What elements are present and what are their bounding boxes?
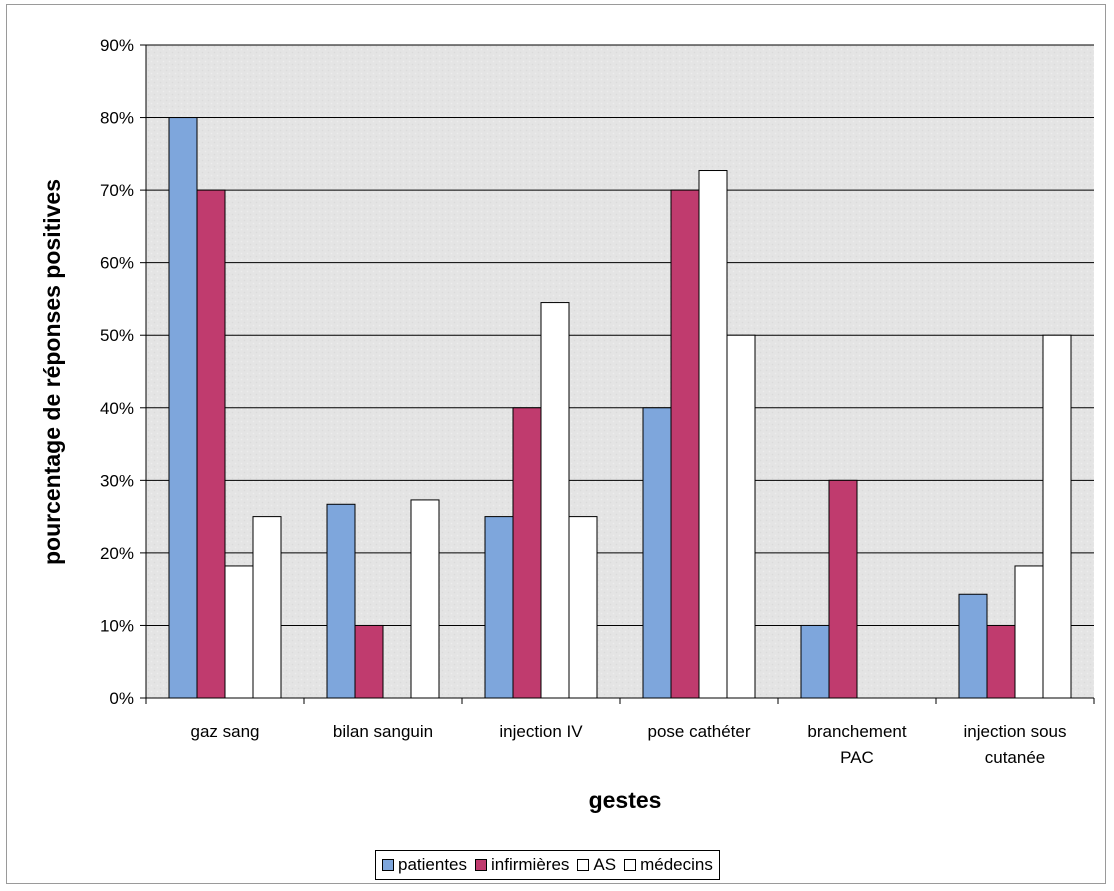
legend-label: infirmières	[491, 855, 570, 874]
bar-infirmires-6	[986, 624, 1016, 699]
y-tick-label: 60%	[100, 254, 134, 273]
x-tick-labels: gaz sang bilan sanguin injection IV pose ca…	[191, 722, 1067, 767]
bar-infirmires-2	[354, 624, 384, 699]
bar-as-1	[224, 565, 254, 699]
legend-item-infirmires: infirmières	[475, 855, 569, 875]
legend-swatch	[475, 859, 487, 871]
y-tick-labels: 0% 10% 20% 30% 40% 50% 60% 70% 80% 90%	[100, 36, 134, 708]
y-tick-label: 80%	[100, 109, 134, 128]
bar-mdecins-2	[410, 499, 440, 699]
plot-area	[146, 45, 1094, 698]
y-tick-label: 0%	[109, 689, 134, 708]
bar-mdecins-1	[252, 516, 282, 699]
bar-mdecins-3	[568, 516, 598, 699]
axes	[145, 45, 1095, 704]
bar-mdecins-6	[1042, 334, 1072, 699]
y-tick-label: 70%	[100, 181, 134, 200]
bar-infirmires-3	[512, 407, 542, 699]
x-tick-label: gaz sang	[191, 722, 260, 741]
y-axis-title: pourcentage de réponses positives	[39, 179, 65, 565]
bars	[168, 117, 1072, 699]
bar-infirmires-1	[196, 189, 226, 699]
bar-infirmires-5	[828, 479, 858, 699]
x-tick-label: injection sous	[963, 722, 1066, 741]
bar-as-3	[540, 302, 570, 699]
legend-item-patientes: patientes	[382, 855, 467, 875]
legend-swatch	[624, 859, 637, 871]
legend: patientes infirmières AS médecins	[375, 850, 720, 880]
bar-patientes-2	[326, 503, 356, 699]
y-tick-label: 20%	[100, 544, 134, 563]
x-tick-label: branchement	[807, 722, 907, 741]
y-tick-label: 10%	[100, 616, 134, 635]
y-tick-label: 30%	[100, 471, 134, 490]
legend-item-as: AS	[577, 855, 616, 875]
legend-swatch	[577, 859, 590, 871]
x-tick-label: injection IV	[499, 722, 583, 741]
bar-patientes-1	[168, 117, 198, 699]
legend-label: patientes	[398, 855, 467, 874]
x-axis-title: gestes	[589, 787, 662, 813]
x-tick-label: bilan sanguin	[333, 722, 433, 741]
y-tick-label: 40%	[100, 399, 134, 418]
y-tick-label: 90%	[100, 36, 134, 55]
bar-patientes-5	[800, 624, 830, 699]
legend-item-mdecins: médecins	[624, 855, 713, 875]
x-tick-label: cutanée	[985, 748, 1046, 767]
bar-patientes-4	[642, 407, 672, 699]
x-tick-label: pose cathéter	[647, 722, 750, 741]
bar-patientes-3	[484, 516, 514, 699]
bar-as-4	[698, 170, 728, 699]
bar-mdecins-4	[726, 334, 756, 699]
bar-infirmires-4	[670, 189, 700, 699]
y-tick-label: 50%	[100, 326, 134, 345]
legend-label: médecins	[640, 855, 713, 874]
legend-swatch	[382, 859, 394, 871]
legend-label: AS	[593, 855, 617, 874]
gridlines	[140, 44, 1094, 699]
x-tick-label: PAC	[840, 748, 874, 767]
bar-as-6	[1014, 565, 1044, 699]
bar-patientes-6	[958, 593, 988, 699]
